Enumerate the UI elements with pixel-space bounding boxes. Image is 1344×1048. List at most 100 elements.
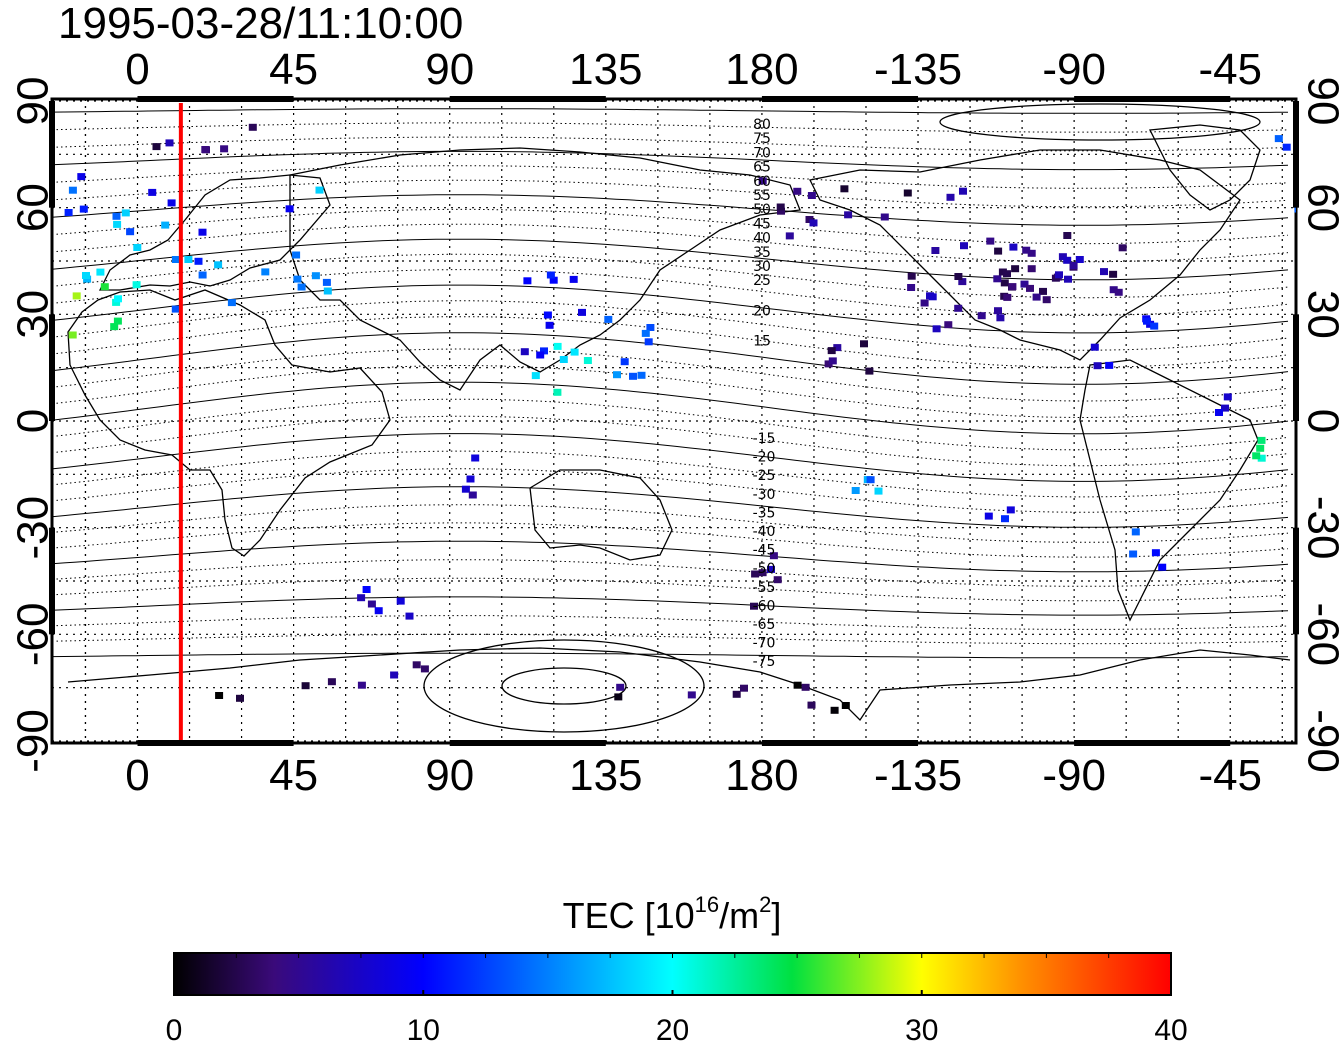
- tec-cell: [793, 187, 802, 195]
- tec-cell: [77, 173, 86, 181]
- lat-tick-label-left: 0: [9, 409, 58, 433]
- contour-label: 80: [753, 117, 771, 133]
- tec-cell: [1294, 205, 1296, 213]
- tec-cell: [549, 276, 558, 284]
- contour-label: 65: [753, 160, 771, 176]
- tec-cell: [68, 331, 77, 339]
- colorbar-tick-label: 40: [1154, 1014, 1187, 1047]
- tec-contour-line: [52, 381, 1289, 435]
- coastlines: [67, 124, 1291, 722]
- tec-contour-line: [52, 540, 1289, 573]
- axis-band-top: [449, 96, 606, 102]
- tec-cell: [553, 342, 562, 350]
- lon-tick-label-bottom: 0: [125, 751, 149, 800]
- tec-cell: [758, 177, 767, 185]
- tec-cell: [629, 372, 637, 380]
- tec-cell: [1221, 404, 1229, 412]
- tec-cell: [396, 597, 405, 605]
- tec-contour-line: [52, 150, 1289, 171]
- tec-cell: [261, 268, 270, 276]
- coast-europe-africa: [67, 289, 391, 557]
- tec-cell: [248, 123, 257, 131]
- tec-cell: [132, 281, 141, 289]
- tec-cell: [931, 247, 940, 254]
- contour-label: -75: [753, 654, 776, 670]
- tec-cell: [215, 692, 224, 699]
- tec-cell: [72, 292, 81, 300]
- tec-cell: [161, 221, 170, 229]
- tec-cell: [1027, 265, 1036, 273]
- lon-tick-label-bottom: -45: [1198, 751, 1262, 800]
- tec-cell: [1158, 563, 1167, 571]
- tec-cell: [466, 475, 475, 483]
- tec-cell: [954, 273, 963, 280]
- tec-cell: [327, 678, 336, 686]
- lon-tick-label-bottom: 45: [269, 751, 318, 800]
- tec-cell: [807, 192, 816, 199]
- tec-cell: [165, 139, 174, 147]
- tec-cell: [357, 681, 366, 689]
- tec-cell: [523, 277, 532, 285]
- tec-cell: [958, 278, 967, 286]
- contour-label: 30: [753, 259, 771, 275]
- tec-cell: [807, 701, 816, 709]
- tec-contour-line: [52, 559, 1289, 587]
- axis-band-top: [761, 96, 919, 102]
- tec-cell: [865, 367, 874, 375]
- tec-cell: [928, 293, 937, 301]
- tec-cell: [152, 143, 161, 151]
- tec-cell: [1064, 275, 1072, 283]
- tec-cell: [520, 348, 529, 356]
- tec-cell: [1022, 246, 1031, 254]
- tec-cell: [994, 247, 1003, 255]
- tec-cell: [1252, 452, 1261, 460]
- tec-cell: [148, 188, 157, 196]
- tec-cell: [171, 305, 180, 313]
- contour-label: -60: [753, 598, 776, 614]
- coast-greenland: [1148, 124, 1261, 211]
- tec-contour-line: [52, 486, 1289, 528]
- contour-label: -70: [753, 636, 776, 652]
- tec-cell: [578, 308, 586, 316]
- tec-contour-line: [52, 253, 1289, 299]
- tec-cell: [1093, 362, 1102, 370]
- tec-contour-line: [52, 238, 1289, 281]
- tec-cell: [960, 242, 968, 250]
- tec-cell: [113, 220, 122, 228]
- tec-cell: [809, 219, 818, 227]
- tec-cell: [167, 199, 176, 207]
- axis-band-top: [137, 96, 294, 102]
- tec-contour-line: [52, 269, 1289, 316]
- axis-band-right: [1293, 314, 1299, 421]
- tec-contour-line: [52, 398, 1289, 451]
- tec-cell: [545, 321, 554, 329]
- tec-cell: [604, 315, 613, 323]
- colorbar-ticks: 0 10 20 30 40: [166, 953, 1188, 1047]
- tec-cell: [126, 228, 135, 236]
- tec-cell: [1006, 506, 1015, 514]
- tec-cell: [785, 232, 794, 240]
- tec-cell: [773, 576, 782, 584]
- tec-contour-line: [52, 348, 1289, 402]
- tec-cell: [1109, 286, 1118, 294]
- tec-cell: [998, 268, 1007, 276]
- tec-cell: [840, 185, 849, 193]
- lat-tick-label-left: -30: [9, 496, 58, 560]
- lat-tick-label-left: -90: [9, 709, 58, 773]
- coast-asia: [289, 147, 801, 391]
- lat-tick-label-left: 30: [9, 290, 58, 339]
- tec-cell: [583, 357, 592, 364]
- tec-cell: [1109, 270, 1118, 278]
- tec-cell: [613, 371, 621, 379]
- tec-cell: [1256, 444, 1265, 452]
- tec-cell: [285, 205, 294, 213]
- axis-band-right: [1293, 100, 1299, 208]
- tec-contour-line: [52, 652, 1289, 659]
- tec-cell: [1118, 244, 1127, 252]
- tec-contour-ring: [501, 667, 627, 705]
- tec-cell: [776, 203, 785, 211]
- contour-label: 45: [753, 216, 771, 232]
- tec-cell: [112, 298, 121, 306]
- tec-cell: [767, 565, 775, 573]
